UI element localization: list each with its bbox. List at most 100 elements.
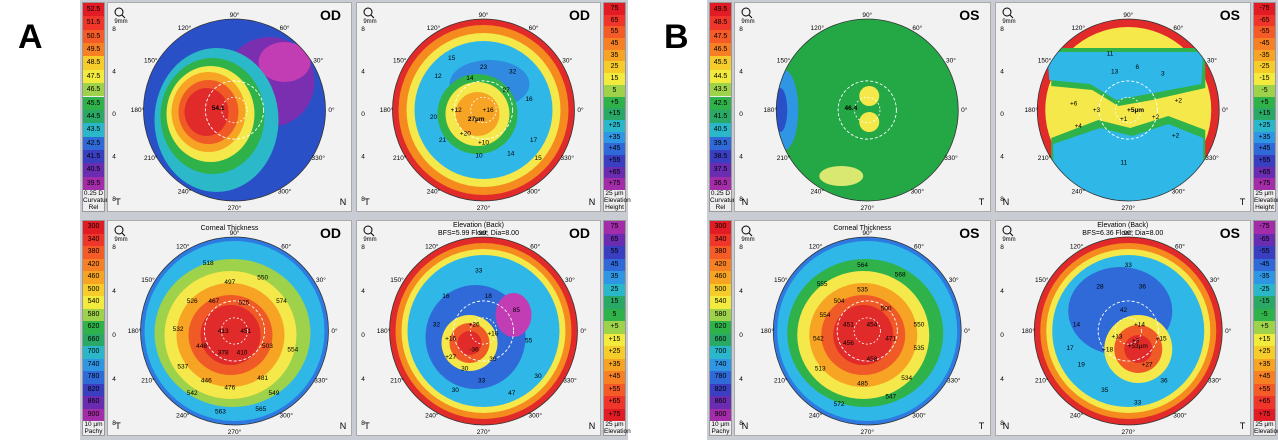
thickness-value: 568 <box>895 271 906 278</box>
elev-value: 16 <box>525 96 533 103</box>
tick-180: 180° <box>131 106 145 114</box>
scale-cell: 39.5 <box>83 176 104 190</box>
scale-cell: +55 <box>604 154 625 167</box>
scale-cell: +75 <box>1254 408 1275 421</box>
scale-cell: 43.5 <box>710 83 731 97</box>
axis-number: 4 <box>361 69 365 76</box>
thickness-value: 481 <box>257 375 268 382</box>
scale-cell: +65 <box>1254 166 1275 179</box>
pachymetry-scale: 300 340 380 420 460 500 540 580 620 660 700 740 780 8… <box>709 220 732 436</box>
thickness-value: 503 <box>262 343 273 350</box>
tick-150: 150° <box>390 276 404 284</box>
back-elevation-value: 33 <box>475 268 483 275</box>
scale-cell: +15 <box>604 108 625 120</box>
thickness-value: 550 <box>257 274 268 281</box>
back-elevation-value: 17 <box>1066 345 1074 352</box>
elev-value: +1 <box>1119 116 1127 123</box>
back-elevation-value: 85 <box>513 307 521 314</box>
elev-value: 3 <box>1161 70 1165 77</box>
back-elevation-value: 35 <box>1101 387 1109 394</box>
scale-cell: 740 <box>83 358 104 371</box>
back-elevation-title-line: BFS=6.36 Float, Dia=8.00 <box>1082 230 1164 238</box>
zoom-icon[interactable] <box>114 7 126 19</box>
scale-caption: Height <box>1255 204 1274 211</box>
axis-number: 4 <box>1000 376 1004 383</box>
axis-number: 8 <box>739 26 743 33</box>
tick-270: 270° <box>1121 428 1135 436</box>
scale-cell: 860 <box>710 396 731 409</box>
elev-map-svg: 90° 60° 120° 150° 30° 0° 180° 210° 330° 240° 300° 2… <box>361 7 595 211</box>
tick-240: 240° <box>427 188 441 196</box>
tick-30: 30° <box>562 57 572 65</box>
tick-30: 30° <box>1209 276 1219 284</box>
back-elevation-value: +13 <box>1111 334 1122 341</box>
thickness-value: 518 <box>203 260 214 267</box>
nasal-temporal-right: T <box>979 197 985 207</box>
curvature-center-value: 46.4 <box>845 105 858 112</box>
zoom-icon[interactable] <box>114 225 126 237</box>
nasal-temporal-left: N <box>1002 197 1009 207</box>
scale-cell: 900 <box>710 408 731 421</box>
scale-cell: 15 <box>604 73 625 85</box>
back-elevation-value: 19 <box>1077 362 1085 369</box>
back-elevation-scale: -75 -65 -55 -45 -35 -25 -15 -5 +5 +15 +25 +35 +45 +55… <box>1253 220 1278 436</box>
back-elevation-title: Elevation (Back) BFS=5.99 Float, Dia=8.00 <box>357 222 600 238</box>
zoom-icon[interactable] <box>1002 225 1013 237</box>
scale-cell: 340 <box>83 233 104 246</box>
scale-caption: 25 µm <box>1255 190 1274 197</box>
axis-number: 4 <box>112 154 116 161</box>
thickness-value: 458 <box>867 356 878 363</box>
scale-cell: -15 <box>1254 73 1275 85</box>
thickness-value: 572 <box>834 401 845 408</box>
nasal-temporal-left: T <box>364 421 370 431</box>
tick-60: 60° <box>1175 242 1185 250</box>
back-elevation-value: 33 <box>1134 399 1142 406</box>
tick-180: 180° <box>128 327 142 335</box>
scale-cell: 620 <box>83 321 104 334</box>
scale-cell: 45 <box>604 258 625 271</box>
tick-60: 60° <box>280 24 290 32</box>
scale-cell: +45 <box>604 371 625 384</box>
elev-value: 14 <box>466 75 474 82</box>
thickness-value: 542 <box>813 335 824 342</box>
tick-0: 0° <box>961 106 968 114</box>
elev-value: +2 <box>1171 132 1179 139</box>
elev-center-value: +5µm <box>1127 107 1144 114</box>
zoom-icon[interactable] <box>741 7 753 19</box>
zoom-icon[interactable] <box>1002 7 1013 19</box>
scale-cell: +15 <box>1254 333 1275 346</box>
scale-cell: 43.5 <box>83 123 104 137</box>
thickness-value: 563 <box>215 409 226 416</box>
back-elevation-value: 36 <box>489 356 497 363</box>
thickness-value: 550 <box>914 321 925 328</box>
scale-cell: 37.5 <box>710 163 731 177</box>
scale-caption: 25 µm <box>1255 421 1274 428</box>
nasal-temporal-left: T <box>364 197 370 207</box>
back-elevation-value: +27 <box>445 354 456 361</box>
back-elevation-value: 36 <box>1160 378 1168 385</box>
scale-caption: 10 µm <box>711 421 730 428</box>
elevation-scale: 75 65 55 45 35 25 15 5 +5 +15 +25 +35 +45 +55 +65 +75 25… <box>603 2 631 212</box>
map-rim <box>140 236 329 426</box>
tick-90: 90° <box>862 229 872 237</box>
back-map-svg: 90° 60° 120° 150° 30° 0° 180° 210° 330° 240° 300° 2… <box>361 225 595 435</box>
elev-value: 14 <box>507 151 515 158</box>
curv-map-svg: 90° 60° 120° 150° 30° 0° 180° 210° 330° 240° 300° 2… <box>739 7 985 211</box>
zone-ring <box>836 300 898 362</box>
axis-number: 4 <box>361 288 365 295</box>
zoom-icon[interactable] <box>741 225 753 237</box>
scale-cell: +45 <box>604 143 625 155</box>
scale-cell: 36.5 <box>710 176 731 190</box>
zone-ring <box>204 80 265 140</box>
scale-caption: 25 µm <box>605 190 624 197</box>
scale-cell: +35 <box>604 358 625 371</box>
thickness-value: 513 <box>815 365 826 372</box>
tick-150: 150° <box>1037 57 1051 65</box>
zoom-icon[interactable] <box>363 7 375 19</box>
zoom-icon[interactable] <box>363 225 375 237</box>
axis-number: 0 <box>361 111 365 118</box>
scale-caption: Rel <box>715 204 726 211</box>
nasal-temporal-left: N <box>742 421 749 431</box>
zone-ring <box>220 317 249 345</box>
scale-cell: 620 <box>710 321 731 334</box>
